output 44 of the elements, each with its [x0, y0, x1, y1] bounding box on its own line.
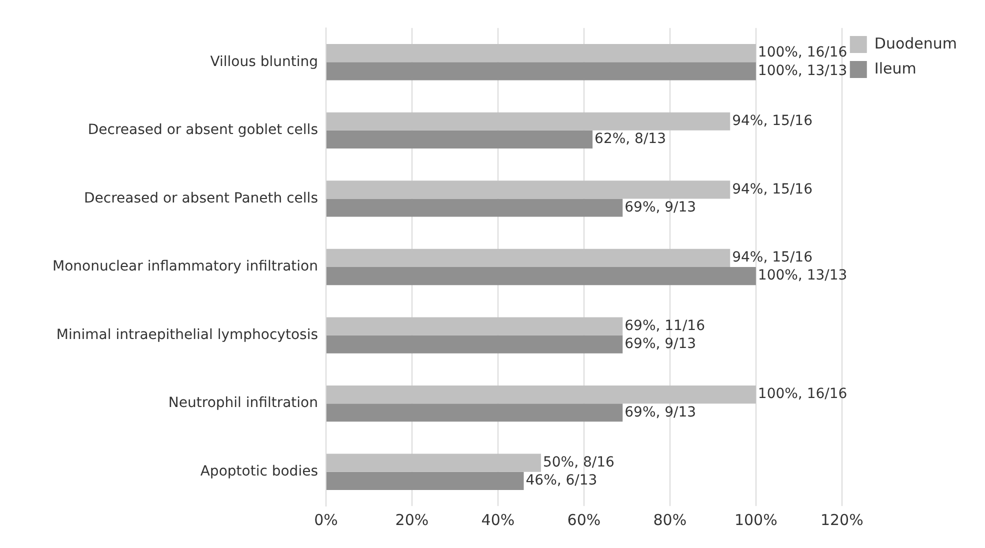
- bar: [326, 248, 730, 267]
- bar: [326, 180, 730, 199]
- bar: [326, 404, 623, 422]
- data-label: 100%, 13/13: [758, 62, 848, 79]
- bar: [326, 335, 623, 354]
- data-label: 69%, 9/13: [624, 404, 696, 420]
- bar: [326, 44, 756, 62]
- x-tick-label: 100%: [734, 510, 778, 529]
- bar: [326, 454, 541, 472]
- legend-label: Duodenum: [874, 34, 958, 52]
- bar: [326, 385, 756, 404]
- y-tick-label: Neutrophil infiltration: [168, 395, 318, 412]
- data-label: 46%, 6/13: [526, 472, 598, 489]
- bar: [326, 112, 730, 130]
- data-label: 69%, 9/13: [624, 199, 696, 216]
- y-tick-label: Mononuclear inflammatory infiltration: [52, 258, 318, 275]
- x-tick-label: 0%: [314, 510, 338, 529]
- legend-label: Ileum: [874, 59, 916, 78]
- x-tick-label: 60%: [567, 510, 601, 529]
- x-tick-label: 80%: [653, 510, 687, 529]
- data-label: 69%, 9/13: [624, 336, 696, 352]
- y-tick-label: Decreased or absent Paneth cells: [84, 190, 318, 206]
- bar: [326, 472, 524, 490]
- x-tick-label: 20%: [395, 510, 429, 529]
- data-label: 69%, 11/16: [624, 318, 706, 334]
- data-label: 94%, 15/16: [732, 113, 813, 130]
- y-tick-label: Decreased or absent goblet cells: [88, 122, 318, 138]
- bar: [326, 62, 756, 80]
- y-tick-label: Villous blunting: [210, 54, 318, 70]
- bar: [326, 198, 623, 217]
- x-tick-label: 120%: [820, 510, 864, 529]
- data-label: 94%, 15/16: [732, 250, 813, 266]
- data-label: 100%, 16/16: [758, 386, 848, 402]
- y-tick-label: Apoptotic bodies: [200, 464, 318, 480]
- bar: [326, 267, 756, 286]
- x-tick-label: 40%: [481, 510, 515, 529]
- bar: [326, 130, 593, 149]
- data-label: 100%, 13/13: [758, 268, 848, 284]
- data-label: 62%, 8/13: [594, 131, 666, 148]
- data-label: 100%, 16/16: [758, 44, 848, 61]
- data-label: 50%, 8/16: [542, 454, 615, 470]
- bar: [326, 317, 623, 336]
- y-tick-label: Minimal intraepithelial lymphocytosis: [56, 326, 318, 343]
- data-label: 94%, 15/16: [732, 181, 813, 198]
